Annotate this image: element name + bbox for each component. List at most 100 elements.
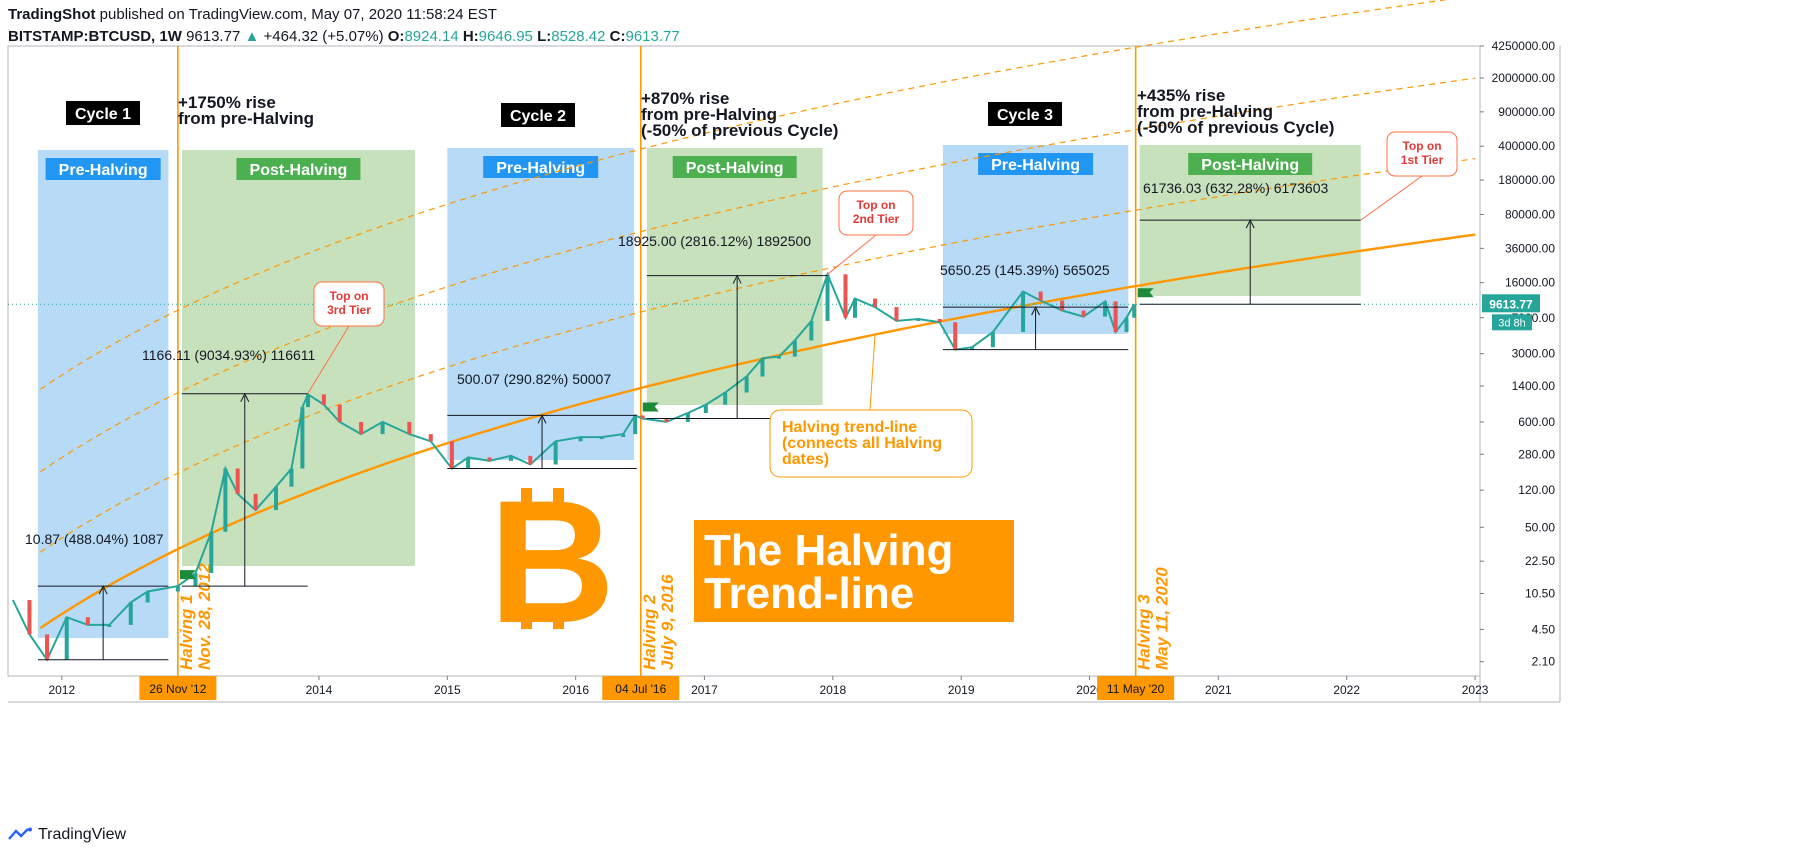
price-candle <box>337 404 342 422</box>
halving-date-badge <box>1097 676 1175 700</box>
y-tick-label: 280.00 <box>1518 447 1555 461</box>
x-tick-label: 2019 <box>948 683 975 697</box>
post-halving-label: Post-Halving <box>686 160 784 177</box>
price-candle <box>953 322 958 350</box>
bitcoin-logo-bar <box>521 605 532 629</box>
y-tick-label: 900000.00 <box>1498 105 1555 119</box>
cycle-rise-text: +1750% rise <box>178 93 276 112</box>
top2-callout-text: 2nd Tier <box>853 212 900 226</box>
halving-name: Halving 1 <box>177 594 196 670</box>
post-halving-label-bg <box>236 158 361 180</box>
halving-date-badge-text: 04 Jul '16 <box>615 682 666 696</box>
current-price-badge <box>1482 294 1540 313</box>
cycle-rise-text: from pre-Halving <box>178 109 314 128</box>
price-candle <box>760 358 765 377</box>
close-label: C: <box>609 28 626 45</box>
measure-label: 61736.03 (632.28%) 6173603 <box>1143 180 1328 196</box>
bitcoin-logo-icon: B <box>489 465 615 660</box>
tier-curve-2 <box>40 77 1476 473</box>
halving-name: Halving 3 <box>1135 594 1154 670</box>
y-tick-label: 2000000.00 <box>1492 71 1556 85</box>
halving-rotated-label: Halving 3 May 11, 2020 <box>1135 567 1172 670</box>
price-candle <box>128 602 133 625</box>
y-tick-label: 2.10 <box>1532 655 1556 669</box>
price-candle <box>1132 304 1137 318</box>
price-candle <box>825 274 830 321</box>
measure-arrow-head <box>1031 305 1041 316</box>
big-title-box <box>694 520 1014 622</box>
price-candle <box>306 394 311 408</box>
big-title-line-1: The Halving <box>704 526 953 575</box>
price-candle <box>209 531 214 574</box>
price-candle <box>1060 300 1065 311</box>
cycle-label-bg <box>501 103 575 127</box>
price-candle <box>843 274 848 318</box>
price-candle <box>274 486 279 511</box>
measure-label: 10.87 (488.04%) 1087 <box>25 531 164 547</box>
halving-date-badge <box>602 676 680 700</box>
price-candle <box>1113 301 1118 333</box>
price-candle <box>621 434 626 438</box>
y-tick-label: 3000.00 <box>1512 347 1556 361</box>
price-candle <box>703 404 708 414</box>
top3-callout-text: Top on <box>329 289 368 303</box>
price-candle <box>223 468 228 532</box>
price-candle <box>664 418 669 422</box>
top1-callout-pointer <box>1360 175 1423 221</box>
x-tick-label: 2015 <box>434 683 461 697</box>
tradingview-brand[interactable]: TradingView <box>8 826 126 844</box>
price-candle <box>553 441 558 465</box>
y-tick-label: 600.00 <box>1518 415 1555 429</box>
open-label: O: <box>387 28 405 45</box>
price-candle <box>776 356 781 359</box>
y-tick-label: 36000.00 <box>1505 241 1555 255</box>
price-candle <box>487 457 492 461</box>
cycle-label: Cycle 2 <box>510 108 566 125</box>
measure-arrow-head <box>98 584 108 595</box>
close-value: 9613.77 <box>625 28 680 45</box>
price-candle <box>466 457 471 469</box>
y-tick-label: 400000.00 <box>1498 139 1555 153</box>
publish-text: published on TradingView.com, May 07, 20… <box>99 6 497 23</box>
low-label: L: <box>537 28 552 45</box>
x-tick-label: 2022 <box>1333 683 1360 697</box>
post-halving-label-bg <box>672 156 797 178</box>
price-candle <box>937 318 942 323</box>
countdown-badge <box>1492 314 1532 331</box>
x-tick-label: 2018 <box>819 683 846 697</box>
price-candle <box>64 617 69 660</box>
symbol-name[interactable]: BITSTAMP:BTCUSD, 1W <box>8 28 182 45</box>
price-candle <box>107 624 112 627</box>
price-candle <box>873 298 878 308</box>
price-candle <box>528 455 533 465</box>
big-title-line-2: Trend-line <box>704 569 914 618</box>
trend-callout-box <box>769 409 973 478</box>
cycle-label: Cycle 1 <box>75 106 131 123</box>
post-halving-label: Post-Halving <box>1201 157 1299 174</box>
tradingview-text: TradingView <box>38 826 127 843</box>
pre-halving-zone <box>37 150 169 638</box>
price-candle <box>428 434 433 442</box>
x-tick-label: 2017 <box>691 683 718 697</box>
measure-label: 500.07 (290.82%) 50007 <box>457 371 611 387</box>
post-halving-zone <box>646 148 823 405</box>
publisher-name[interactable]: TradingShot <box>8 6 96 23</box>
top2-callout-text: Top on <box>856 198 895 212</box>
halving-date-badge-text: 11 May '20 <box>1107 682 1165 696</box>
measure-arrow-head <box>1245 219 1255 229</box>
trend-callout-text: Halving trend-line <box>782 419 917 436</box>
cycle-rise-text: from pre-Halving <box>1137 102 1273 121</box>
price-candle <box>1081 310 1086 317</box>
y-tick-label: 50.00 <box>1525 520 1555 534</box>
trend-callout-text: dates) <box>782 451 829 468</box>
price-candle <box>578 437 583 442</box>
y-tick-label: 80000.00 <box>1505 207 1555 221</box>
high-label: H: <box>462 28 479 45</box>
tier-curve-3 <box>40 0 1449 390</box>
cycle-rise-text: (-50% of previous Cycle) <box>1137 118 1334 137</box>
y-tick-label: 120.00 <box>1518 483 1555 497</box>
price-candle <box>300 407 305 469</box>
top2-callout-pointer <box>827 234 877 275</box>
price-candle <box>990 332 995 348</box>
